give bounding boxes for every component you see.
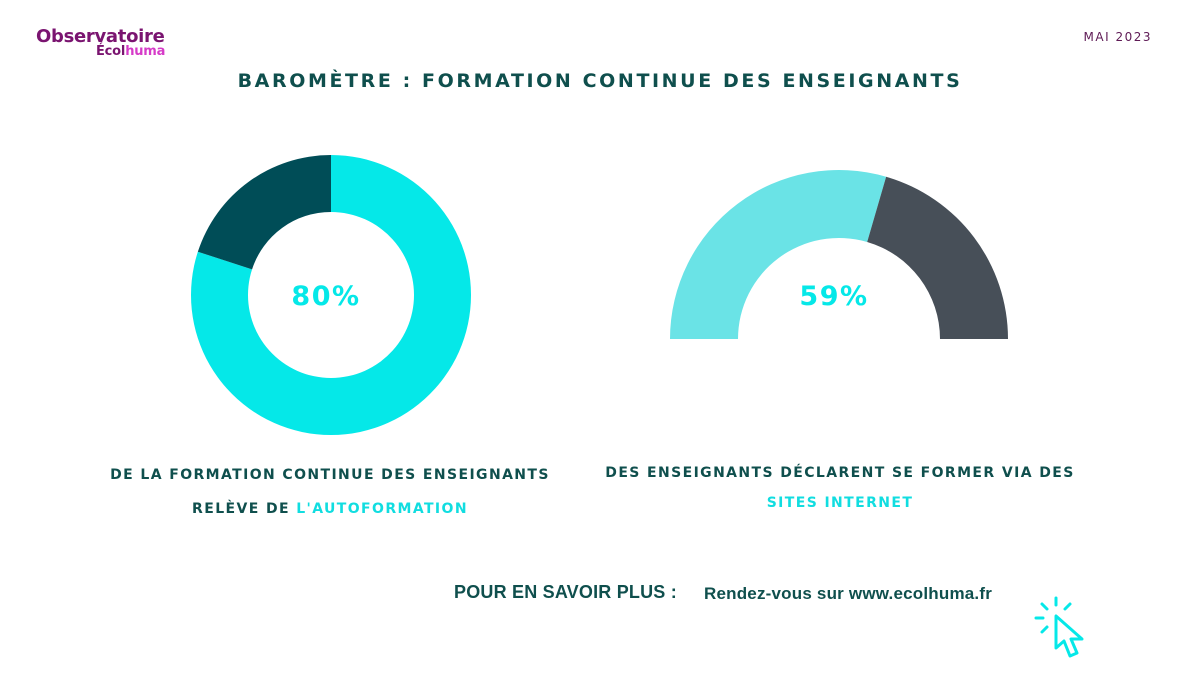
semi-donut-slice-1 bbox=[867, 176, 1008, 339]
semi-donut-caption: DES ENSEIGNANTS DÉCLARENT SE FORMER VIA … bbox=[590, 458, 1090, 518]
semi-donut-chart-sites-internet bbox=[670, 169, 1008, 339]
website-link[interactable]: Rendez-vous sur www.ecolhuma.fr bbox=[704, 584, 993, 603]
semi-donut-caption-line1: DES ENSEIGNANTS DÉCLARENT SE FORMER VIA … bbox=[605, 465, 1075, 481]
donut-caption-line1: DE LA FORMATION CONTINUE DES ENSEIGNANTS bbox=[110, 467, 550, 483]
semi-donut-caption-highlight: SITES INTERNET bbox=[766, 495, 914, 511]
donut-slice-1 bbox=[197, 155, 331, 270]
logo-subtitle-b: huma bbox=[125, 44, 166, 59]
logo-title: Observatoire bbox=[36, 26, 165, 47]
donut-caption-line2: RELÈVE DE L'AUTOFORMATION bbox=[100, 492, 560, 526]
donut-center-label: 80% bbox=[291, 281, 360, 312]
semi-donut-center-label: 59% bbox=[799, 281, 868, 312]
donut-slice-0 bbox=[190, 155, 471, 435]
learn-more-label: POUR EN SAVOIR PLUS : bbox=[454, 582, 677, 602]
page-title: BAROMÈTRE : FORMATION CONTINUE DES ENSEI… bbox=[237, 70, 963, 92]
brand-logo: Observatoire Écolhuma bbox=[36, 26, 186, 64]
donut-caption-highlight: L'AUTOFORMATION bbox=[296, 501, 468, 517]
donut-caption: DE LA FORMATION CONTINUE DES ENSEIGNANTS… bbox=[100, 458, 560, 526]
donut-chart-autoformation bbox=[190, 155, 471, 435]
donut-caption-prefix: RELÈVE DE bbox=[192, 501, 297, 517]
logo-subtitle: Écolhuma bbox=[96, 44, 165, 59]
date-label: MAI 2023 bbox=[1083, 30, 1152, 44]
logo-subtitle-a: Écol bbox=[96, 44, 126, 59]
click-cursor-icon bbox=[1034, 596, 1084, 658]
semi-donut-slice-0 bbox=[670, 169, 887, 339]
